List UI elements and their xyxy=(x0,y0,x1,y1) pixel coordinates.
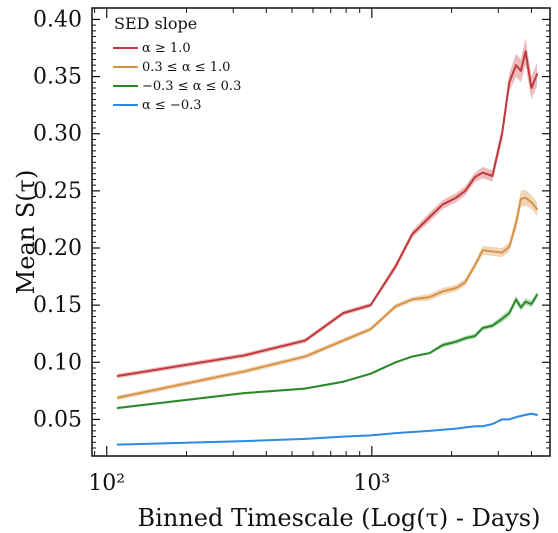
legend-label-0: α ≥ 1.0 xyxy=(142,41,191,56)
legend-label-2: −0.3 ≤ α ≤ 0.3 xyxy=(142,79,241,94)
x-tick-label: 10³ xyxy=(353,471,390,496)
series-band-2 xyxy=(117,291,538,410)
x-axis-label: Binned Timescale (Log(τ) - Days) xyxy=(138,504,541,532)
y-tick-label: 0.35 xyxy=(33,65,82,90)
y-axis-label: Mean S(τ) xyxy=(12,170,40,295)
legend-label-3: α ≤ −0.3 xyxy=(142,98,202,113)
plot-layer: 0.05 0.10 0.15 0.20 0.25 0.30 0.35 0.40 10² 10³ Me… xyxy=(12,7,551,532)
y-tick-label: 0.05 xyxy=(33,407,82,432)
series-line-1 xyxy=(116,196,539,399)
y-tick-label: 0.20 xyxy=(33,236,82,261)
y-tick-label: 0.25 xyxy=(33,179,82,204)
y-tick-label: 0.40 xyxy=(33,7,82,32)
legend-label-1: 0.3 ≤ α ≤ 1.0 xyxy=(142,60,230,75)
y-tick-label: 0.15 xyxy=(33,293,82,318)
y-tick-label: 0.10 xyxy=(33,350,82,375)
y-tick-label: 0.30 xyxy=(33,122,82,147)
plot-frame xyxy=(91,7,551,457)
series-line-3 xyxy=(116,412,539,446)
legend-title: SED slope xyxy=(114,14,197,33)
series-line-2 xyxy=(116,293,539,409)
x-tick-label: 10² xyxy=(88,471,125,496)
series-line-0 xyxy=(116,50,539,377)
